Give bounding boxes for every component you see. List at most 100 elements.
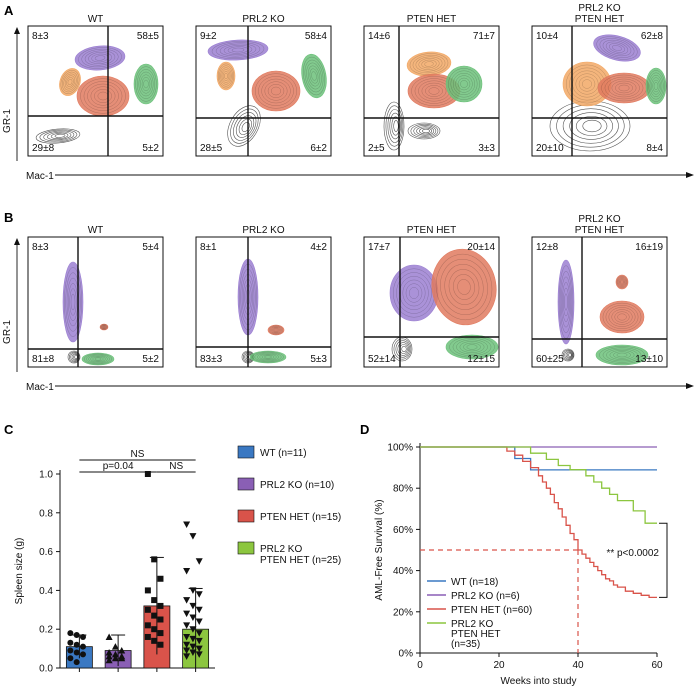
green-population-ring (457, 77, 471, 91)
salmon-population-ring (615, 274, 629, 290)
gray-population-ring (569, 112, 614, 140)
quadrant-top-left: 17±7 (368, 242, 391, 253)
quadrant-top-right: 20±14 (467, 242, 495, 253)
salmon-population-ring (602, 302, 642, 332)
data-point (195, 591, 203, 598)
salmon-population-ring (99, 323, 109, 331)
purple-population-ring (593, 34, 641, 62)
data-point (195, 606, 203, 614)
salmon-population-ring (617, 276, 627, 288)
legend-swatch (237, 477, 255, 491)
quadrant-bottom-right: 8±4 (646, 143, 663, 154)
orange-population-ring (219, 65, 233, 87)
gray-population (383, 101, 405, 151)
data-point (118, 654, 126, 662)
purple-population (557, 259, 575, 345)
green-population-ring (311, 71, 317, 81)
gray-population (35, 128, 81, 144)
panel-label-d: D (360, 422, 369, 437)
plot-title-line: PRL2 KO (578, 3, 620, 14)
y-tick-label: 80% (393, 484, 413, 495)
green-population-ring (86, 354, 110, 364)
legend-label: PTEN HET (451, 629, 500, 640)
purple-population-ring (81, 48, 119, 68)
purple-population-ring (596, 36, 638, 60)
salmon-population-ring (431, 248, 497, 326)
data-point (151, 556, 158, 563)
green-population-ring (653, 82, 659, 90)
salmon-population (599, 300, 645, 334)
orange-population-ring (220, 67, 232, 85)
data-point (67, 639, 74, 646)
x-tick-label: 60 (651, 660, 663, 671)
data-point (183, 622, 191, 629)
green-population-ring (140, 74, 152, 94)
salmon-population (251, 70, 301, 112)
plot-title: PRL2 KO (242, 14, 284, 25)
green-population-ring (463, 342, 481, 352)
gray-population-ring (407, 122, 441, 140)
salmon-population-ring (267, 84, 285, 98)
data-point (73, 649, 80, 656)
gray-population-ring (47, 131, 72, 141)
data-point (151, 626, 158, 633)
quadrant-bottom-left: 2±5 (368, 143, 385, 154)
salmon-population-ring (101, 324, 107, 330)
gray-population (407, 122, 441, 140)
gray-population-ring (393, 338, 412, 360)
legend-label: WT (n=11) (260, 448, 307, 459)
orange-population-ring (415, 56, 443, 72)
purple-population-ring (599, 38, 635, 58)
y-tick-label: 0.0 (39, 664, 53, 675)
data-point (195, 645, 203, 653)
green-population-ring (448, 68, 480, 100)
gray-population-ring (43, 130, 75, 142)
orange-population-ring (222, 71, 230, 81)
data-point (189, 635, 197, 643)
purple-population-ring (74, 45, 126, 71)
data-point (183, 568, 191, 575)
salmon-population-ring (428, 87, 440, 95)
purple-population-ring (402, 279, 426, 307)
legend-label: PTEN HET (n=25) (260, 555, 341, 566)
plot-title: WT (88, 14, 104, 25)
quadrant-bottom-right: 6±2 (310, 143, 327, 154)
gray-population-ring (416, 126, 435, 136)
salmon-population-ring (616, 275, 628, 289)
gray-population-ring (564, 350, 574, 360)
gray-population-ring (235, 115, 255, 138)
purple-population-ring (88, 52, 112, 64)
green-population-ring (450, 70, 478, 98)
gray-population-ring (582, 119, 602, 133)
salmon-population-ring (620, 280, 624, 284)
salmon-population-ring (618, 84, 630, 92)
data-point (183, 647, 191, 655)
gray-population-ring (230, 108, 259, 144)
salmon-population-ring (435, 253, 493, 321)
significance-label: p=0.04 (103, 461, 134, 472)
data-point (151, 637, 158, 644)
salmon-population-ring (270, 326, 282, 334)
data-point (183, 597, 191, 604)
data-point (73, 632, 80, 639)
data-point (79, 643, 86, 650)
green-population-ring (136, 69, 156, 99)
gray-population (227, 105, 261, 147)
data-point (144, 633, 151, 640)
data-point (195, 651, 203, 658)
purple-population-ring (231, 47, 245, 53)
quadrant-top-right: 16±19 (635, 242, 663, 253)
orange-population-ring (63, 73, 77, 91)
gray-population-ring (54, 133, 66, 138)
flow-plot: PTEN HET 14±6 71±7 2±5 3±3 (363, 14, 500, 157)
legend-swatch (237, 445, 255, 459)
quadrant-top-right: 58±4 (305, 31, 328, 42)
green-population-ring (616, 352, 628, 358)
flow-plot: PRL2 KO 9±2 58±4 28±5 6±2 (195, 14, 332, 157)
purple-population (389, 264, 439, 322)
purple-population-ring (559, 270, 573, 334)
data-point (111, 654, 119, 662)
